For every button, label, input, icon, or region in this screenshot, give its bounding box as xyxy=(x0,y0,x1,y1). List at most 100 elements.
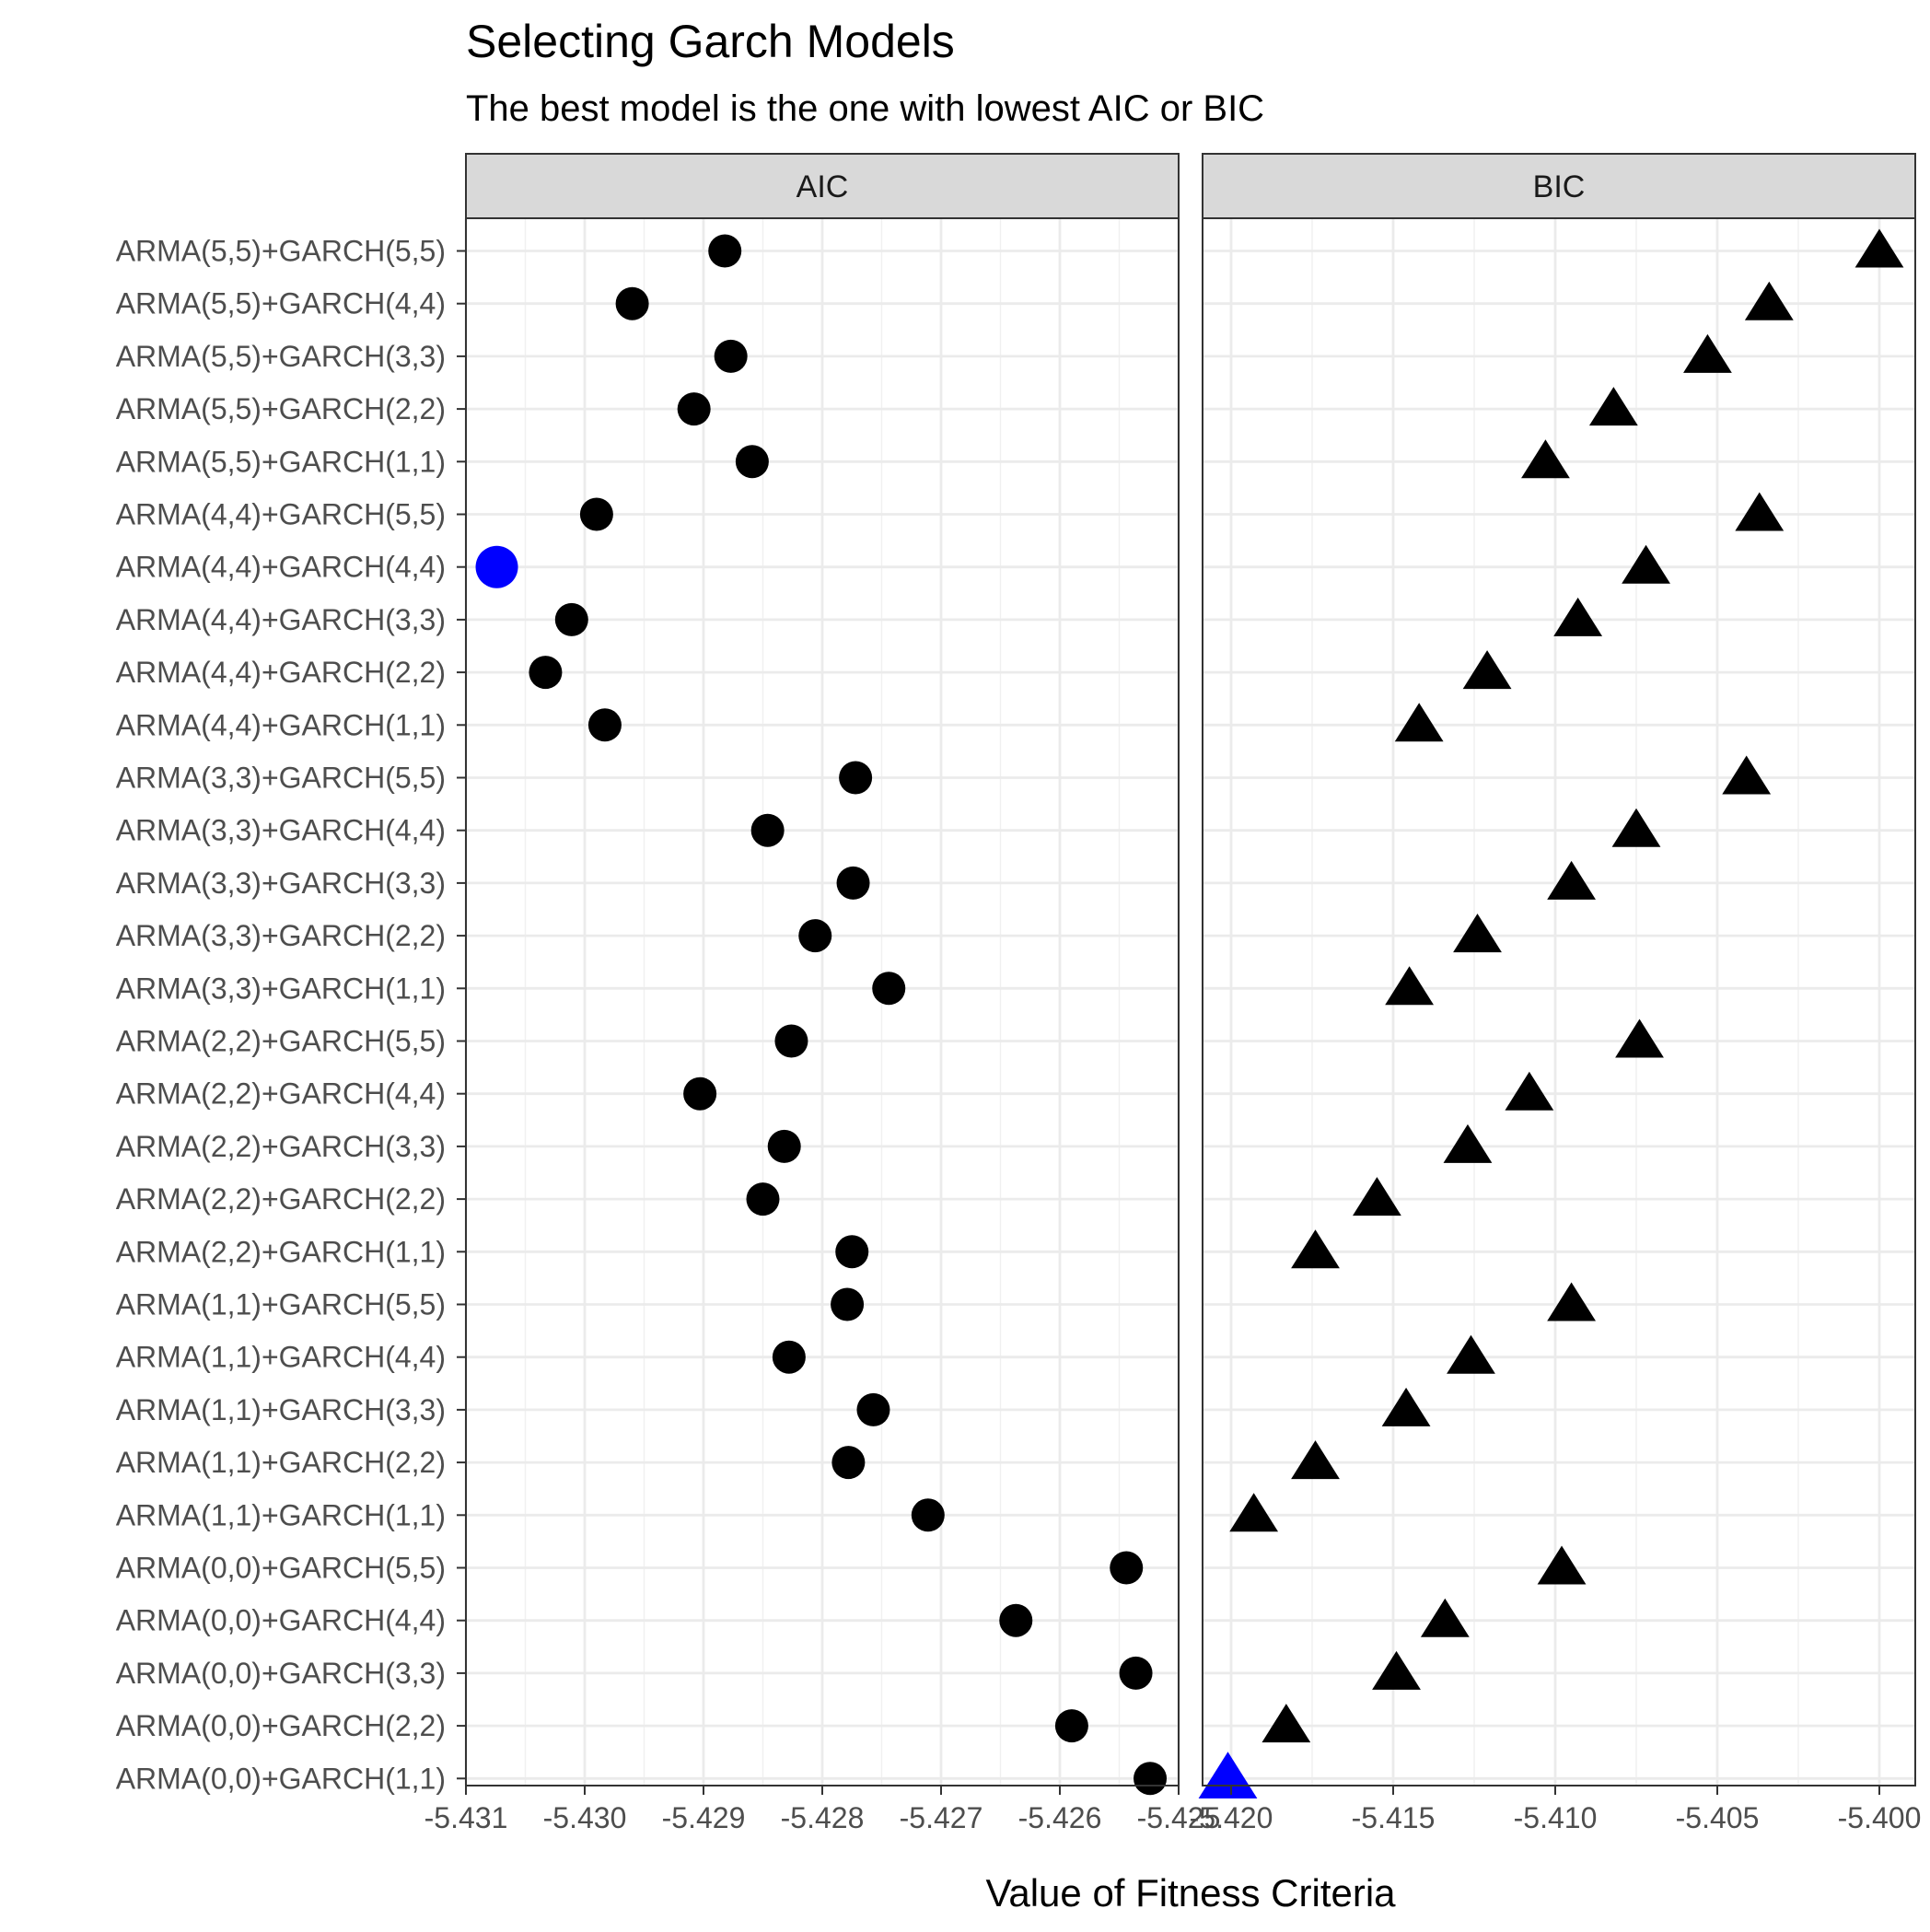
y-tick-label: ARMA(3,3)+GARCH(1,1) xyxy=(116,972,446,1005)
panel-bic-grid xyxy=(1203,218,1915,1786)
point-bic xyxy=(1537,1545,1587,1585)
y-tick-label: ARMA(2,2)+GARCH(3,3) xyxy=(116,1130,446,1163)
point-bic xyxy=(1615,1018,1664,1058)
point-bic xyxy=(1453,914,1502,953)
point-bic xyxy=(1198,1752,1258,1799)
point-aic xyxy=(615,286,649,320)
y-tick-label: ARMA(4,4)+GARCH(2,2) xyxy=(116,656,446,689)
point-bic xyxy=(1462,650,1512,690)
point-aic xyxy=(835,1235,869,1269)
y-tick-label: ARMA(1,1)+GARCH(4,4) xyxy=(116,1341,446,1374)
point-bic xyxy=(1394,703,1444,742)
point-aic xyxy=(683,1077,717,1111)
y-tick-label: ARMA(2,2)+GARCH(4,4) xyxy=(116,1077,446,1111)
point-bic xyxy=(1611,808,1661,847)
y-tick-label: ARMA(5,5)+GARCH(5,5) xyxy=(116,235,446,268)
point-bic xyxy=(1683,333,1732,373)
point-aic xyxy=(767,1129,801,1163)
point-aic xyxy=(1054,1709,1088,1743)
point-bic xyxy=(1505,1071,1554,1111)
point-bic xyxy=(1547,860,1596,900)
point-aic xyxy=(872,972,906,1006)
y-tick-label: ARMA(2,2)+GARCH(1,1) xyxy=(116,1235,446,1268)
y-tick-label: ARMA(3,3)+GARCH(2,2) xyxy=(116,919,446,952)
point-bic xyxy=(1229,1493,1279,1532)
panel-bic-points xyxy=(1198,228,1904,1799)
point-bic xyxy=(1385,966,1434,1006)
strip-aic xyxy=(465,153,1180,219)
point-bic xyxy=(1622,544,1670,584)
point-bic xyxy=(1722,755,1772,795)
point-aic xyxy=(554,602,588,636)
point-aic xyxy=(677,392,711,426)
point-aic xyxy=(579,497,613,531)
y-tick-label: ARMA(3,3)+GARCH(4,4) xyxy=(116,814,446,847)
x-axis-bic: -5.420 -5.415 -5.410 -5.405 -5.400 xyxy=(1190,1786,1922,1834)
point-aic xyxy=(798,919,832,953)
y-tick-label: ARMA(5,5)+GARCH(2,2) xyxy=(116,392,446,425)
point-bic xyxy=(1735,492,1785,531)
y-tick-label: ARMA(5,5)+GARCH(4,4) xyxy=(116,287,446,320)
point-aic xyxy=(714,339,748,373)
y-tick-label: ARMA(4,4)+GARCH(1,1) xyxy=(116,708,446,741)
point-aic xyxy=(587,708,622,742)
point-aic xyxy=(836,866,870,900)
x-tick-label-bic: -5.420 xyxy=(1190,1801,1273,1834)
point-bic xyxy=(1261,1704,1311,1743)
y-tick-label: ARMA(4,4)+GARCH(4,4) xyxy=(116,551,446,584)
y-tick-label: ARMA(3,3)+GARCH(5,5) xyxy=(116,762,446,795)
point-bic xyxy=(1381,1387,1431,1426)
chart-subtitle: The best model is the one with lowest AI… xyxy=(466,88,1264,129)
point-aic xyxy=(750,813,785,847)
x-tick-label-bic: -5.405 xyxy=(1676,1801,1760,1834)
point-aic xyxy=(1134,1762,1168,1796)
point-bic xyxy=(1553,597,1603,636)
panel-bic-background xyxy=(1203,218,1915,1786)
point-aic xyxy=(999,1603,1033,1637)
x-tick-label-bic: -5.415 xyxy=(1352,1801,1436,1834)
point-aic xyxy=(735,445,769,479)
y-tick-label: ARMA(1,1)+GARCH(1,1) xyxy=(116,1498,446,1531)
point-bic xyxy=(1744,281,1794,320)
y-tick-label: ARMA(3,3)+GARCH(3,3) xyxy=(116,867,446,900)
point-aic xyxy=(475,545,518,588)
point-bic xyxy=(1854,228,1904,268)
y-tick-label: ARMA(5,5)+GARCH(1,1) xyxy=(116,445,446,478)
point-bic xyxy=(1372,1650,1421,1690)
y-tick-label: ARMA(0,0)+GARCH(2,2) xyxy=(116,1709,446,1742)
point-aic xyxy=(831,1446,866,1480)
point-aic xyxy=(831,1287,865,1321)
point-bic xyxy=(1443,1123,1493,1163)
y-tick-label: ARMA(0,0)+GARCH(1,1) xyxy=(116,1762,446,1795)
point-bic xyxy=(1420,1598,1470,1637)
point-aic xyxy=(774,1024,808,1058)
panel-bic: BIC -5.420 -5.415 -5.410 -5.405 -5.400 xyxy=(1190,153,1922,1834)
y-tick-label: ARMA(1,1)+GARCH(3,3) xyxy=(116,1393,446,1426)
y-tick-label: ARMA(0,0)+GARCH(3,3) xyxy=(116,1657,446,1690)
point-aic xyxy=(1119,1656,1153,1690)
point-aic xyxy=(839,761,873,795)
point-bic xyxy=(1588,387,1638,426)
point-aic xyxy=(772,1340,806,1374)
x-tick-label-aic: -5.431 xyxy=(424,1801,508,1834)
point-aic xyxy=(856,1392,890,1426)
chart-title: Selecting Garch Models xyxy=(466,16,955,67)
x-tick-label-aic: -5.427 xyxy=(900,1801,983,1834)
y-tick-label: ARMA(2,2)+GARCH(2,2) xyxy=(116,1182,446,1216)
panel-aic-points xyxy=(475,234,1168,1796)
point-bic xyxy=(1447,1334,1495,1374)
x-axis-aic: -5.431 -5.430 -5.429 -5.428 -5.427 -5.426 -5.4… xyxy=(424,1786,1220,1834)
y-tick-label: ARMA(0,0)+GARCH(5,5) xyxy=(116,1552,446,1585)
x-tick-label-aic: -5.430 xyxy=(543,1801,627,1834)
panel-aic: AIC -5.431 -5.430 -5.429 -5.428 -5.427 -5.426… xyxy=(424,153,1220,1834)
strip-aic-label: AIC xyxy=(796,169,849,204)
x-tick-label-bic: -5.400 xyxy=(1838,1801,1922,1834)
y-tick-label: ARMA(4,4)+GARCH(5,5) xyxy=(116,498,446,531)
point-bic xyxy=(1353,1177,1401,1216)
y-tick-label: ARMA(5,5)+GARCH(3,3) xyxy=(116,340,446,373)
y-tick-label: ARMA(4,4)+GARCH(3,3) xyxy=(116,603,446,636)
point-aic xyxy=(911,1498,945,1532)
y-tick-label: ARMA(2,2)+GARCH(5,5) xyxy=(116,1025,446,1058)
point-aic xyxy=(708,234,742,268)
